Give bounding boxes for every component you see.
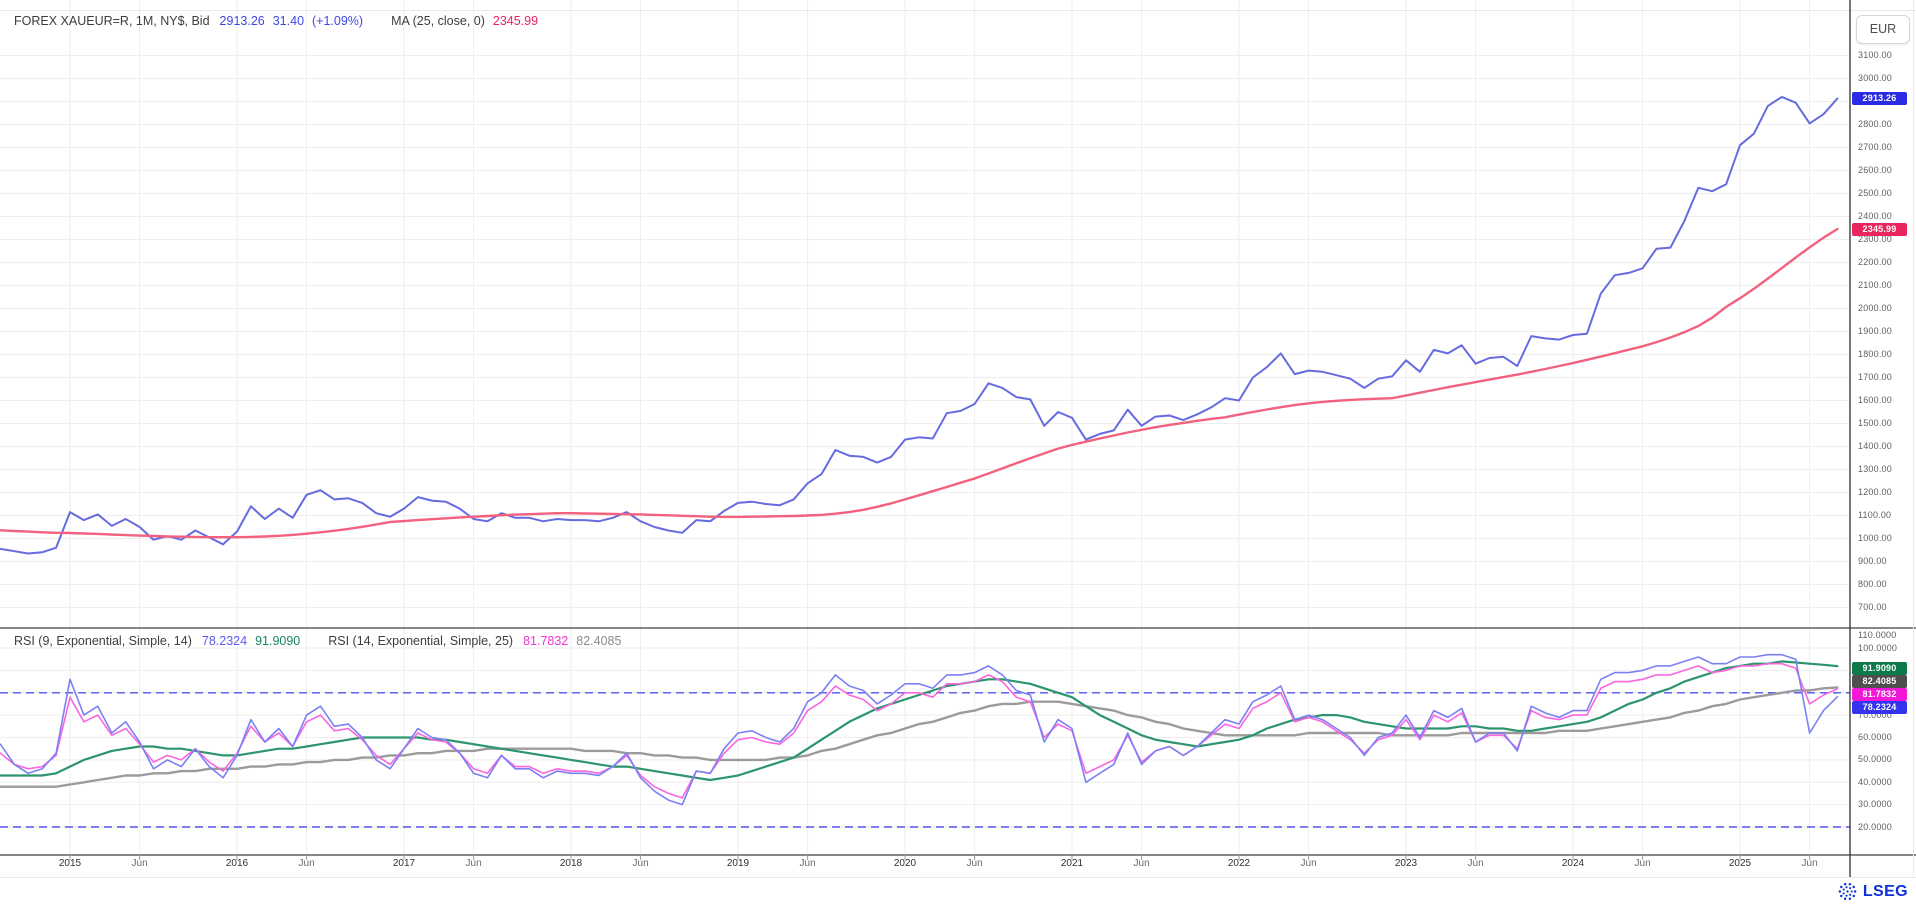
price-axis-label: 1100.00 (1858, 510, 1892, 520)
price-change: 31.40 (272, 14, 305, 28)
price-axis-label: 2000.00 (1858, 303, 1892, 313)
time-axis-label: 2021 (1060, 858, 1084, 869)
price-axis-label: 1700.00 (1858, 372, 1892, 382)
time-axis-label: 2017 (392, 858, 416, 869)
price-axis-label: 3000.00 (1858, 73, 1892, 83)
rsi-axis-label: 20.0000 (1858, 821, 1892, 832)
price-axis-label: 1800.00 (1858, 349, 1892, 359)
time-axis-label: 2024 (1561, 858, 1585, 869)
price-axis-label: 800.00 (1858, 579, 1887, 589)
rsi-badge: 82.4085 (1852, 674, 1907, 688)
rsi1-label: RSI (9, Exponential, Simple, 14) (14, 634, 192, 648)
rsi-axis-label: 70.0000 (1858, 709, 1892, 720)
price-axis: 3100.00 3000.00 2800.00 2700.00 2600.00 2500.… (1850, 0, 1916, 905)
price-badge: 2345.99 (1852, 222, 1907, 236)
time-axis-label: Jun (966, 858, 983, 869)
price-axis-label: 700.00 (1858, 602, 1887, 612)
price-axis-label: 2200.00 (1858, 257, 1892, 267)
time-axis-label: Jun (632, 858, 649, 869)
price-axis-label: 1000.00 (1858, 533, 1892, 543)
rsi-axis-label: 110.0000 (1858, 629, 1897, 640)
price-badge: 2913.26 (1852, 92, 1907, 105)
panel-right-border (1913, 0, 1914, 877)
price-axis-label: 2800.00 (1858, 119, 1892, 129)
price-axis-label: 2700.00 (1858, 142, 1892, 152)
time-axis-label: Jun (131, 858, 148, 869)
rsi-axis-label: 50.0000 (1858, 754, 1892, 765)
price-axis-label: 1600.00 (1858, 395, 1892, 405)
time-axis-label: Jun (465, 858, 482, 869)
time-axis-label: Jun (298, 858, 315, 869)
rsi-axis-label: 100.0000 (1858, 642, 1898, 653)
rsi-legend: RSI (9, Exponential, Simple, 14) 78.2324… (14, 631, 621, 651)
time-axis-label: 2019 (726, 858, 750, 869)
price-axis-label: 1300.00 (1858, 464, 1892, 474)
rsi-axis-label: 60.0000 (1858, 732, 1892, 742)
rsi1-value: 78.2324 (201, 634, 248, 648)
rsi-badge: 81.7832 (1852, 687, 1907, 701)
time-axis-label: Jun (799, 858, 816, 869)
time-axis-label: 2020 (893, 858, 917, 869)
rsi-axis-label: 30.0000 (1858, 799, 1892, 810)
last-price: 2913.26 (219, 14, 265, 28)
price-axis-label: 1900.00 (1858, 326, 1892, 336)
price-axis-label: 1500.00 (1858, 418, 1892, 428)
time-axis-label: 2023 (1394, 858, 1418, 869)
rsi1-signal-value: 91.9090 (255, 634, 301, 648)
lseg-logo-text: LSEG (1862, 882, 1908, 900)
time-axis-label: Jun (1801, 858, 1818, 869)
price-change-pct: (+1.09%) (312, 14, 364, 28)
time-axis-label: Jun (1634, 858, 1651, 869)
price-legend: FOREX XAUEUR=R, 1M, NY$, Bid 2913.26 31.… (14, 11, 538, 31)
time-axis-label: 2015 (58, 858, 82, 869)
price-axis-label: 2300.00 (1858, 234, 1892, 244)
axis-badges: 2913.26 2345.99 91.9090 82.4085 81.7832 78.23… (1850, 0, 1916, 905)
price-axis-label: 1400.00 (1858, 441, 1892, 451)
time-axis-label: 2016 (225, 858, 249, 869)
price-axis-label: 2500.00 (1858, 188, 1892, 198)
rsi2-label: RSI (14, Exponential, Simple, 25) (328, 634, 514, 648)
rsi-axis-label: 40.0000 (1858, 776, 1892, 787)
time-axis-label: Jun (1300, 858, 1317, 869)
instrument-label: FOREX XAUEUR=R, 1M, NY$, Bid (14, 14, 210, 28)
price-axis-label: 3100.00 (1858, 50, 1892, 60)
rsi2-value: 81.7832 (523, 634, 569, 648)
rsi-badge: 78.2324 (1852, 700, 1907, 714)
ma-label: MA (25, close, 0) (391, 14, 485, 28)
price-axis-label: 1200.00 (1858, 487, 1892, 497)
price-axis-label: 2600.00 (1858, 165, 1892, 175)
time-axis-label: Jun (1133, 858, 1150, 869)
rsi2-signal-value: 82.4085 (576, 634, 622, 648)
time-axis-label: 2018 (559, 858, 583, 869)
price-axis-label: 900.00 (1858, 556, 1887, 566)
time-axis-label: 2025 (1728, 858, 1752, 869)
time-axis-label: Jun (1467, 858, 1484, 869)
time-axis-label: 2022 (1227, 858, 1251, 869)
rsi-badge: 91.9090 (1852, 661, 1907, 675)
rsi-axis: 110.0000 100.0000 70.0000 60.0000 50.0000 40.… (1850, 0, 1916, 905)
time-axis: 2015 Jun 2016 Jun 2017 Jun 2018 Jun 2019 Jun 2020 J… (0, 858, 1850, 876)
lseg-logo-icon (1838, 883, 1857, 900)
ma-value: 2345.99 (492, 14, 539, 28)
currency-button[interactable]: EUR (1856, 15, 1910, 44)
price-axis-label: 2100.00 (1858, 280, 1892, 290)
lseg-logo: LSEG (1837, 881, 1908, 902)
price-axis-label: 2400.00 (1858, 211, 1892, 221)
